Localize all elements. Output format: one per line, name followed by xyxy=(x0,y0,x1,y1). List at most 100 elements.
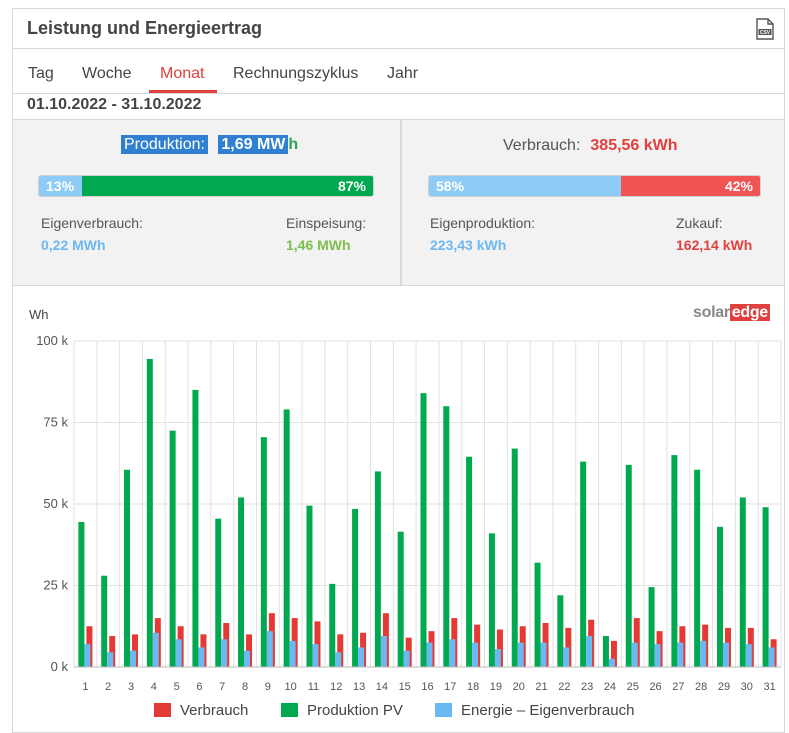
date-range: 01.10.2022 - 31.10.2022 xyxy=(27,96,202,113)
production-label: Produktion: xyxy=(121,135,208,154)
tab-monat[interactable]: Monat xyxy=(160,65,205,82)
x-tick-label: 20 xyxy=(513,681,525,693)
summary-divider xyxy=(400,120,402,285)
widget-title: Leistung und Energieertrag xyxy=(27,18,263,38)
svg-text:CSV: CSV xyxy=(760,30,771,36)
y-tick-label: 75 k xyxy=(43,415,68,430)
production-unit-suffix: h xyxy=(288,136,299,153)
bar-eigenverbrauch xyxy=(266,631,273,667)
bar-produktion xyxy=(169,430,176,667)
self-production-segment: 58% xyxy=(429,176,621,196)
energy-summary: Produktion: 1,69 MW h 13% 87% Eigenverbra… xyxy=(13,119,784,286)
legend-label: Produktion PV xyxy=(307,702,403,719)
energy-widget: Leistung und Energieertrag CSV Tag Woche… xyxy=(12,8,785,733)
x-tick-label: 4 xyxy=(151,681,157,693)
x-tick-label: 29 xyxy=(718,681,730,693)
tab-rechnungszyklus[interactable]: Rechnungszyklus xyxy=(233,65,359,82)
bar-produktion xyxy=(192,389,199,667)
purchase-segment: 42% xyxy=(620,176,760,196)
bar-produktion xyxy=(488,533,495,667)
x-tick-label: 17 xyxy=(444,681,456,693)
production-split-bar: 13% 87% xyxy=(38,175,374,197)
csv-file-icon[interactable]: CSV xyxy=(756,18,774,40)
x-tick-label: 7 xyxy=(219,681,225,693)
production-value: 1,69 MW xyxy=(218,135,289,154)
legend-label: Verbrauch xyxy=(180,702,248,719)
bar-produktion xyxy=(694,469,701,667)
bar-verbrauch xyxy=(610,640,617,667)
bar-produktion xyxy=(739,497,746,667)
bar-produktion xyxy=(352,508,359,667)
feed-in-segment: 87% xyxy=(82,176,373,196)
bar-produktion xyxy=(329,583,336,667)
bar-eigenverbrauch xyxy=(608,658,615,667)
x-tick-label: 28 xyxy=(695,681,707,693)
x-tick-label: 21 xyxy=(535,681,547,693)
bar-eigenverbrauch xyxy=(722,642,729,667)
bar-produktion xyxy=(238,497,245,667)
x-tick-label: 10 xyxy=(285,681,297,693)
self-consumption-label: Eigenverbrauch: xyxy=(41,215,143,231)
bar-produktion xyxy=(762,507,769,667)
tab-woche[interactable]: Woche xyxy=(82,65,132,82)
bar-eigenverbrauch xyxy=(494,649,501,667)
bar-eigenverbrauch xyxy=(426,642,433,667)
bar-eigenverbrauch xyxy=(380,636,387,667)
bar-produktion xyxy=(260,437,267,667)
bar-eigenverbrauch xyxy=(289,640,296,667)
x-tick-label: 8 xyxy=(242,681,248,693)
bar-produktion xyxy=(215,518,222,667)
x-tick-label: 18 xyxy=(467,681,479,693)
y-tick-label: 50 k xyxy=(43,496,68,511)
x-tick-label: 27 xyxy=(672,681,684,693)
bar-eigenverbrauch xyxy=(335,652,342,667)
tab-tag[interactable]: Tag xyxy=(28,65,54,82)
widget-header: Leistung und Energieertrag CSV xyxy=(13,9,784,49)
bar-eigenverbrauch xyxy=(449,639,456,667)
bar-produktion xyxy=(466,456,473,667)
y-tick-label: 25 k xyxy=(43,578,68,593)
legend-swatch xyxy=(154,703,171,717)
bar-eigenverbrauch xyxy=(403,650,410,667)
bar-produktion xyxy=(671,455,678,667)
x-tick-label: 24 xyxy=(604,681,616,693)
bar-eigenverbrauch xyxy=(312,644,319,667)
bar-produktion xyxy=(306,505,313,667)
y-axis-label: Wh xyxy=(29,307,49,322)
solaredge-logo: solar edge xyxy=(693,304,770,321)
bar-eigenverbrauch xyxy=(586,636,593,667)
bar-eigenverbrauch xyxy=(540,642,547,667)
bar-produktion xyxy=(557,595,564,667)
x-tick-label: 9 xyxy=(265,681,271,693)
self-consumption-value: 0,22 MWh xyxy=(41,237,106,253)
x-tick-label: 22 xyxy=(558,681,570,693)
x-tick-label: 3 xyxy=(128,681,134,693)
self-production-label: Eigenproduktion: xyxy=(430,215,536,231)
bar-eigenverbrauch xyxy=(107,652,114,667)
bar-eigenverbrauch xyxy=(654,644,661,667)
bar-produktion xyxy=(397,531,404,667)
x-tick-label: 15 xyxy=(399,681,411,693)
bar-eigenverbrauch xyxy=(175,639,182,667)
x-tick-label: 31 xyxy=(763,681,775,693)
bar-produktion xyxy=(602,636,609,667)
x-tick-label: 13 xyxy=(353,681,365,693)
tabs-divider xyxy=(13,93,784,94)
tab-jahr[interactable]: Jahr xyxy=(387,65,419,82)
feed-in-label: Einspeisung: xyxy=(286,215,367,231)
x-tick-label: 19 xyxy=(490,681,502,693)
x-tick-label: 11 xyxy=(308,681,319,693)
bar-produktion xyxy=(146,358,153,667)
active-tab-indicator xyxy=(149,90,217,93)
x-tick-label: 26 xyxy=(649,681,661,693)
legend-swatch xyxy=(435,703,452,717)
bar-eigenverbrauch xyxy=(768,647,775,667)
y-tick-label: 100 k xyxy=(36,333,68,348)
x-tick-label: 1 xyxy=(82,681,88,693)
bar-eigenverbrauch xyxy=(130,650,137,667)
feed-in-value: 1,46 MWh xyxy=(286,237,351,253)
x-tick-label: 25 xyxy=(627,681,639,693)
bar-produktion xyxy=(124,469,131,667)
